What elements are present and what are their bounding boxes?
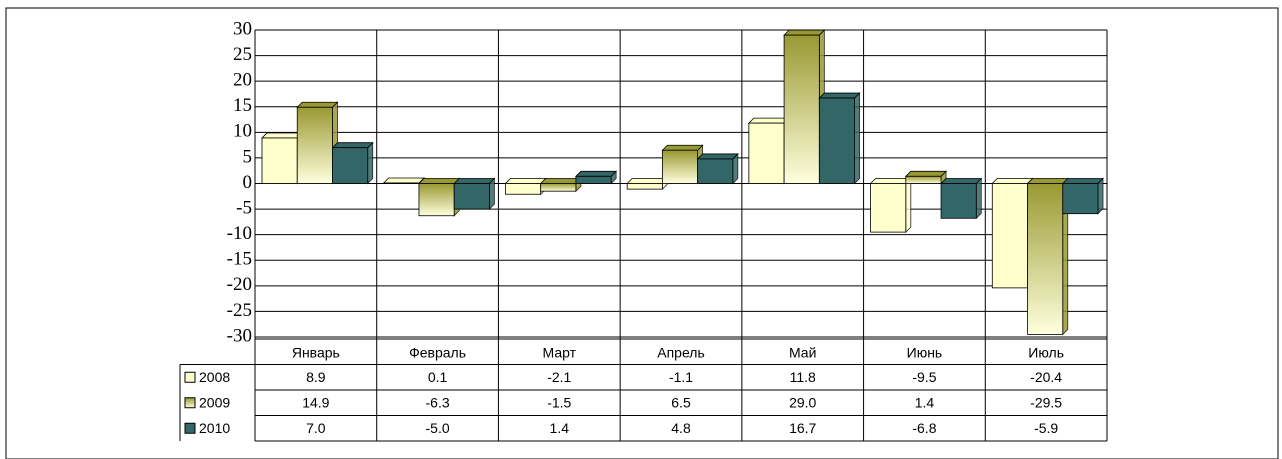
bar [261, 137, 298, 184]
y-tick-label: 25 [233, 44, 252, 65]
table-cell: 14.9 [302, 394, 329, 410]
bar-top [904, 170, 948, 177]
legend-label: 2008 [199, 369, 230, 385]
bar-top [261, 132, 304, 139]
bar-top [626, 178, 669, 184]
x-tick-label: Июнь [907, 344, 943, 360]
bar-top [1061, 178, 1104, 184]
table-cell: -6.8 [912, 420, 936, 436]
table-cell: -9.5 [912, 369, 936, 385]
bar [1062, 183, 1099, 215]
bar-top [453, 178, 496, 184]
x-tick-label: Март [543, 344, 577, 360]
y-tick-label: 30 [233, 18, 252, 39]
bar [575, 175, 612, 184]
bar-top [696, 153, 739, 160]
bar [818, 97, 855, 184]
legend-label: 2010 [199, 420, 230, 436]
bar [661, 149, 699, 184]
table-cell: 4.8 [671, 420, 691, 436]
y-tick-label: -20 [227, 274, 252, 295]
table-cell: -29.5 [1030, 394, 1062, 410]
x-tick-label: Февраль [409, 344, 466, 360]
x-tick-label: Май [789, 344, 816, 360]
table-cell: -1.1 [669, 369, 693, 385]
bar [940, 183, 977, 219]
legend-swatch [184, 371, 196, 383]
bar-top [940, 178, 983, 184]
y-tick-label: 5 [243, 146, 253, 167]
bar-side [1097, 177, 1104, 215]
table-cell: -5.9 [1034, 420, 1058, 436]
table-cell: 1.4 [915, 394, 935, 410]
table-cell: -1.5 [547, 394, 571, 410]
y-tick-label: 15 [233, 95, 252, 116]
bar-top [539, 178, 582, 184]
bar-top [818, 92, 861, 99]
bar [418, 183, 455, 217]
bar [1027, 183, 1064, 335]
table-cell: 16.7 [789, 420, 816, 436]
bar [296, 106, 333, 184]
bar [505, 183, 542, 195]
x-tick-label: Апрель [657, 344, 705, 360]
bar-side [975, 177, 982, 220]
y-tick-label: 20 [233, 70, 252, 91]
bar-top [869, 178, 912, 184]
bar-top [991, 178, 1034, 184]
bar-top [504, 178, 547, 184]
bar-top [417, 178, 461, 184]
table-cell: -2.1 [547, 369, 571, 385]
bar [697, 158, 734, 184]
bar-side [905, 177, 912, 234]
bar-top [783, 29, 826, 36]
table-cell: 1.4 [550, 420, 570, 436]
bar-top [382, 177, 425, 184]
bar [540, 183, 577, 192]
x-tick-label: Июль [1028, 344, 1064, 360]
y-tick-label: 10 [233, 121, 252, 142]
y-tick-label: -15 [227, 249, 252, 270]
table-cell: 7.0 [306, 420, 326, 436]
bar [991, 183, 1028, 289]
frame [5, 7, 1279, 459]
bar-top [331, 142, 374, 149]
bar-top [574, 170, 618, 177]
y-tick-label: -30 [227, 325, 252, 346]
y-tick-label: -5 [236, 197, 252, 218]
bar-side [367, 141, 374, 185]
bar-top [747, 117, 791, 124]
table-cell: -5.0 [426, 420, 450, 436]
bar-top [661, 144, 704, 151]
table-cell: 29.0 [789, 394, 816, 410]
table-cell: 0.1 [428, 369, 448, 385]
bar-top [1026, 178, 1069, 184]
bar [383, 182, 420, 184]
bar [332, 147, 369, 184]
bar-top [296, 101, 339, 108]
legend-label: 2009 [199, 394, 230, 410]
bar [626, 183, 663, 190]
table-cell: 11.8 [790, 369, 816, 385]
table-cell: 8.9 [306, 369, 326, 385]
x-tick-label: Январь [292, 344, 340, 360]
table-cell: -20.4 [1030, 369, 1062, 385]
legend-swatch [184, 422, 196, 434]
bar [783, 34, 820, 184]
y-tick-label: -25 [227, 300, 252, 321]
bar [905, 175, 942, 184]
table-cell: 6.5 [671, 394, 691, 410]
table-cell: -6.3 [426, 394, 450, 410]
y-tick-label: 0 [243, 172, 253, 193]
bar [453, 183, 490, 210]
bar [870, 183, 907, 233]
y-tick-label: -10 [227, 223, 252, 244]
bar [748, 122, 785, 184]
bar-side [854, 92, 860, 185]
legend-swatch [184, 397, 196, 409]
